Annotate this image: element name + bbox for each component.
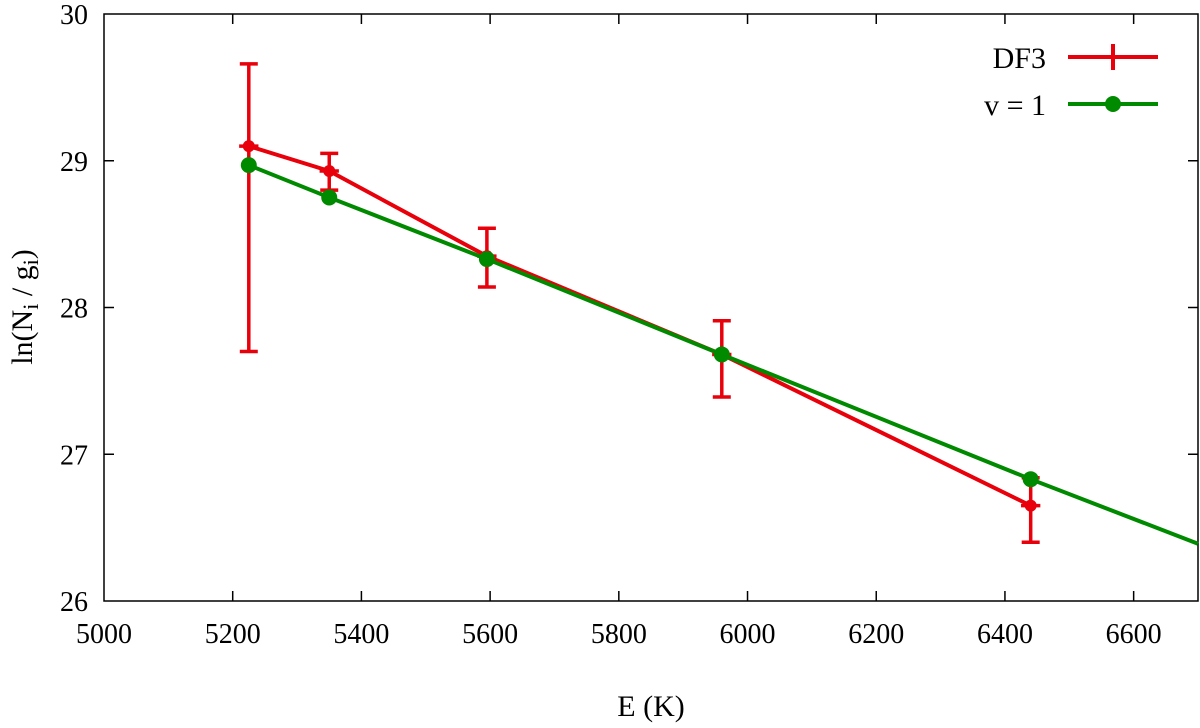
x-tick-label: 6600	[1106, 619, 1162, 650]
y-axis-ticks: 26 27 28 29 30	[60, 0, 1198, 618]
series-line-df3	[248, 144, 1032, 508]
y-tick-label: 26	[60, 587, 88, 618]
data-point-v1	[713, 346, 730, 363]
data-point-df3	[242, 140, 255, 153]
data-point-v1	[240, 157, 257, 174]
legend-item-df3: DF3	[993, 42, 1158, 75]
legend-label-df3: DF3	[993, 42, 1046, 75]
x-tick-label: 5800	[591, 619, 647, 650]
data-point-df3	[323, 165, 336, 178]
series-line-v1	[248, 163, 1199, 546]
x-axis-title: E (K)	[617, 690, 684, 723]
y-tick-label: 29	[60, 147, 88, 178]
y-tick-label: 27	[60, 440, 88, 471]
x-tick-label: 5400	[333, 619, 389, 650]
legend-item-v1: v = 1	[984, 89, 1158, 122]
legend-swatch-df3	[1068, 44, 1158, 70]
data-point-df3	[1024, 499, 1037, 512]
x-tick-label: 5200	[205, 619, 261, 650]
errorbar-point-df3	[239, 62, 259, 354]
y-tick-label: 30	[60, 0, 88, 31]
data-point-v1	[1022, 471, 1039, 488]
errorbar-point-df3	[1021, 475, 1041, 545]
legend-swatch-marker-v1	[1105, 96, 1121, 112]
legend-label-v1: v = 1	[984, 89, 1046, 122]
x-tick-label: 5000	[76, 619, 132, 650]
x-tick-label: 6000	[720, 619, 776, 650]
data-point-v1	[478, 251, 495, 268]
x-tick-label: 6400	[977, 619, 1033, 650]
errorbar-point-df3	[319, 151, 339, 192]
y-axis-title: ln(Ni / gi)	[6, 249, 43, 365]
series-layer	[239, 62, 1199, 546]
x-tick-label: 5600	[462, 619, 518, 650]
y-tick-label: 28	[60, 294, 88, 325]
x-axis-ticks: 5000 5200 5400 5600 5800 6000 6200 6400 6600	[76, 14, 1162, 650]
x-tick-label: 6200	[848, 619, 904, 650]
data-point-v1	[321, 189, 338, 206]
legend-swatch-v1	[1068, 96, 1158, 112]
legend: DF3 v = 1	[984, 42, 1158, 122]
